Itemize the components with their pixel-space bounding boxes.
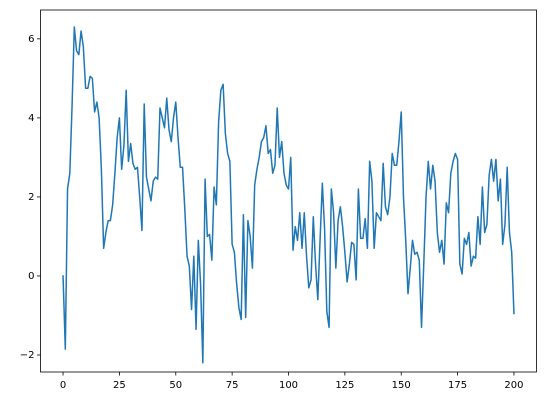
x-tick-label: 0 bbox=[60, 380, 66, 391]
x-tick-label: 25 bbox=[113, 380, 126, 391]
x-tick-label: 175 bbox=[448, 380, 467, 391]
y-tick-label: 4 bbox=[28, 113, 34, 124]
y-tick-label: −2 bbox=[20, 350, 35, 361]
axes-frame bbox=[40, 9, 537, 373]
x-tick-label: 75 bbox=[226, 380, 239, 391]
y-tick-label: 6 bbox=[28, 34, 34, 45]
x-tick-label: 100 bbox=[279, 380, 298, 391]
y-tick-label: 0 bbox=[28, 271, 34, 282]
y-tick-label: 2 bbox=[28, 192, 34, 203]
x-tick-label: 50 bbox=[169, 380, 182, 391]
data-line bbox=[62, 26, 515, 364]
x-tick-label: 200 bbox=[504, 380, 523, 391]
x-tick-label: 125 bbox=[335, 380, 354, 391]
x-tick-label: 150 bbox=[392, 380, 411, 391]
